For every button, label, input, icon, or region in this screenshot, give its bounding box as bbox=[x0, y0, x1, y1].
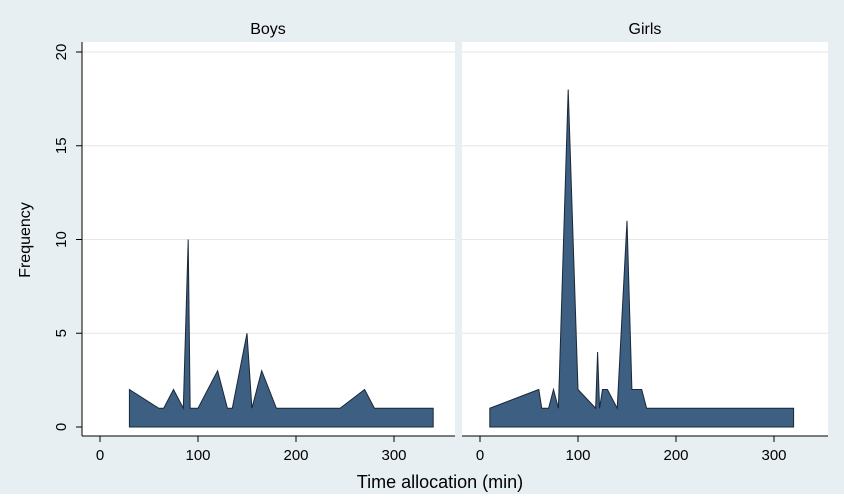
y-tick-label-15: 15 bbox=[53, 137, 70, 154]
y-tick-label-0: 0 bbox=[53, 423, 70, 431]
y-tick-label-10: 10 bbox=[53, 231, 70, 248]
x-axis-label: Time allocation (min) bbox=[357, 472, 523, 492]
x-tick-label-300-panel-2: 300 bbox=[761, 447, 786, 464]
x-tick-label-0-panel-1: 0 bbox=[96, 447, 104, 464]
area-series-girls bbox=[489, 89, 795, 428]
panel-title-boys: Boys bbox=[250, 21, 286, 38]
x-tick-label-100-panel-1: 100 bbox=[185, 447, 210, 464]
axis-layer: 0 100 200 300 0 100 200 300 0 5 10 15 20 bbox=[53, 42, 828, 464]
x-tick-label-100-panel-2: 100 bbox=[565, 447, 590, 464]
y-tick-label-20: 20 bbox=[53, 44, 70, 61]
x-tick-label-300-panel-1: 300 bbox=[381, 447, 406, 464]
y-tick-label-5: 5 bbox=[53, 329, 70, 337]
y-axis-label: Frequency bbox=[17, 202, 34, 278]
x-tick-label-200-panel-1: 200 bbox=[283, 447, 308, 464]
panel-header-boys bbox=[82, 14, 455, 42]
x-tick-label-0-panel-2: 0 bbox=[476, 447, 484, 464]
panel-title-girls: Girls bbox=[629, 21, 662, 38]
grid-layer bbox=[82, 51, 828, 334]
series-layer bbox=[128, 89, 795, 428]
x-tick-label-200-panel-2: 200 bbox=[663, 447, 688, 464]
area-series-boys bbox=[128, 239, 434, 428]
panel-header-girls bbox=[462, 14, 828, 42]
